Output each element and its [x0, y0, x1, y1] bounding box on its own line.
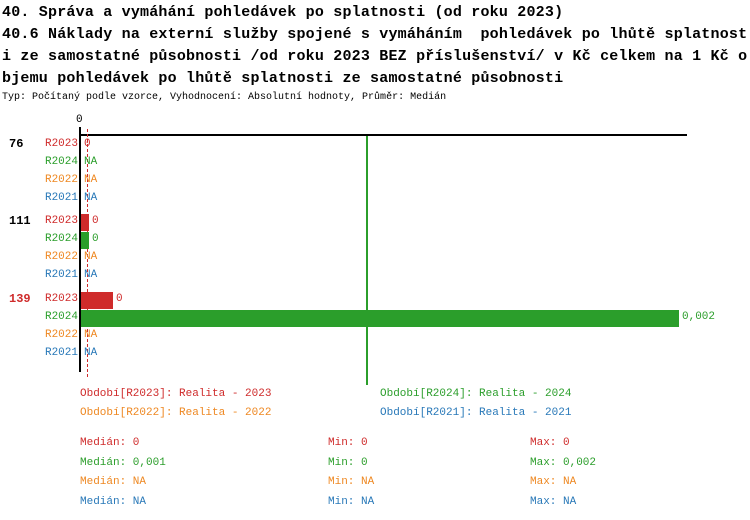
stat-max-r2023: Max: 0: [530, 437, 570, 449]
stat-min-r2023: Min: 0: [328, 437, 368, 449]
stat-min-r2021: Min: NA: [328, 496, 375, 508]
value-label-r2022: NA: [84, 329, 98, 341]
value-label-r2023: 0: [92, 215, 99, 227]
series-label-r2024: R2024: [44, 233, 78, 245]
stat-median-r2023: Medián: 0: [80, 437, 140, 449]
median-line-red: [87, 129, 88, 377]
stat-median-r2024: Medián: 0,001: [80, 457, 166, 469]
x-axis-tick-label: 0: [76, 114, 83, 126]
series-label-r2024: R2024: [44, 311, 78, 323]
value-label-r2024: NA: [84, 156, 98, 168]
bar-r2023: [81, 214, 89, 231]
stat-median-r2022: Medián: NA: [80, 476, 147, 488]
group-label-139: 139: [9, 292, 31, 306]
value-label-r2021: NA: [84, 192, 98, 204]
series-label-r2024: R2024: [44, 156, 78, 168]
indicator-meta-line: Typ: Počítaný podle vzorce, Vyhodnocení:…: [2, 92, 447, 103]
stat-max-r2024: Max: 0,002: [530, 457, 597, 469]
page-title-line: bjemu pohledávek po lhůtě splatnosti ze …: [2, 70, 564, 87]
x-axis-line: [80, 134, 687, 136]
value-label-r2022: NA: [84, 251, 98, 263]
stat-max-r2021: Max: NA: [530, 496, 577, 508]
group-label-76: 76: [9, 137, 24, 151]
y-axis-line: [79, 127, 81, 372]
stat-min-r2024: Min: 0: [328, 457, 368, 469]
page-title-line: 40. Správa a vymáhání pohledávek po spla…: [2, 4, 564, 21]
page-title-line: 40.6 Náklady na externí služby spojené s…: [2, 26, 748, 43]
series-label-r2023: R2023: [44, 215, 78, 227]
series-label-r2022: R2022: [44, 329, 78, 341]
value-label-r2023: 0: [84, 138, 91, 150]
series-label-r2023: R2023: [44, 138, 78, 150]
stat-min-r2022: Min: NA: [328, 476, 375, 488]
legend-item-r2023: Období[R2023]: Realita - 2023: [80, 388, 272, 400]
series-label-r2022: R2022: [44, 174, 78, 186]
value-label-r2022: NA: [84, 174, 98, 186]
value-label-r2024: 0: [92, 233, 99, 245]
value-label-r2024: 0,002: [682, 311, 716, 323]
legend-item-r2022: Období[R2022]: Realita - 2022: [80, 407, 272, 419]
value-label-r2021: NA: [84, 347, 98, 359]
bar-r2023: [81, 292, 113, 309]
legend-item-r2024: Období[R2024]: Realita - 2024: [380, 388, 572, 400]
stat-median-r2021: Medián: NA: [80, 496, 147, 508]
value-label-r2023: 0: [116, 293, 123, 305]
bar-r2024: [81, 232, 89, 249]
series-label-r2021: R2021: [44, 192, 78, 204]
bar-r2024: [81, 310, 679, 327]
series-label-r2022: R2022: [44, 251, 78, 263]
value-label-r2021: NA: [84, 269, 98, 281]
series-label-r2021: R2021: [44, 347, 78, 359]
page-title-line: i ze samostatné působnosti /od roku 2023…: [2, 48, 748, 65]
median-line-green: [366, 136, 368, 385]
legend-item-r2021: Období[R2021]: Realita - 2021: [380, 407, 572, 419]
stat-max-r2022: Max: NA: [530, 476, 577, 488]
series-label-r2023: R2023: [44, 293, 78, 305]
series-label-r2021: R2021: [44, 269, 78, 281]
group-label-111: 111: [9, 214, 31, 228]
